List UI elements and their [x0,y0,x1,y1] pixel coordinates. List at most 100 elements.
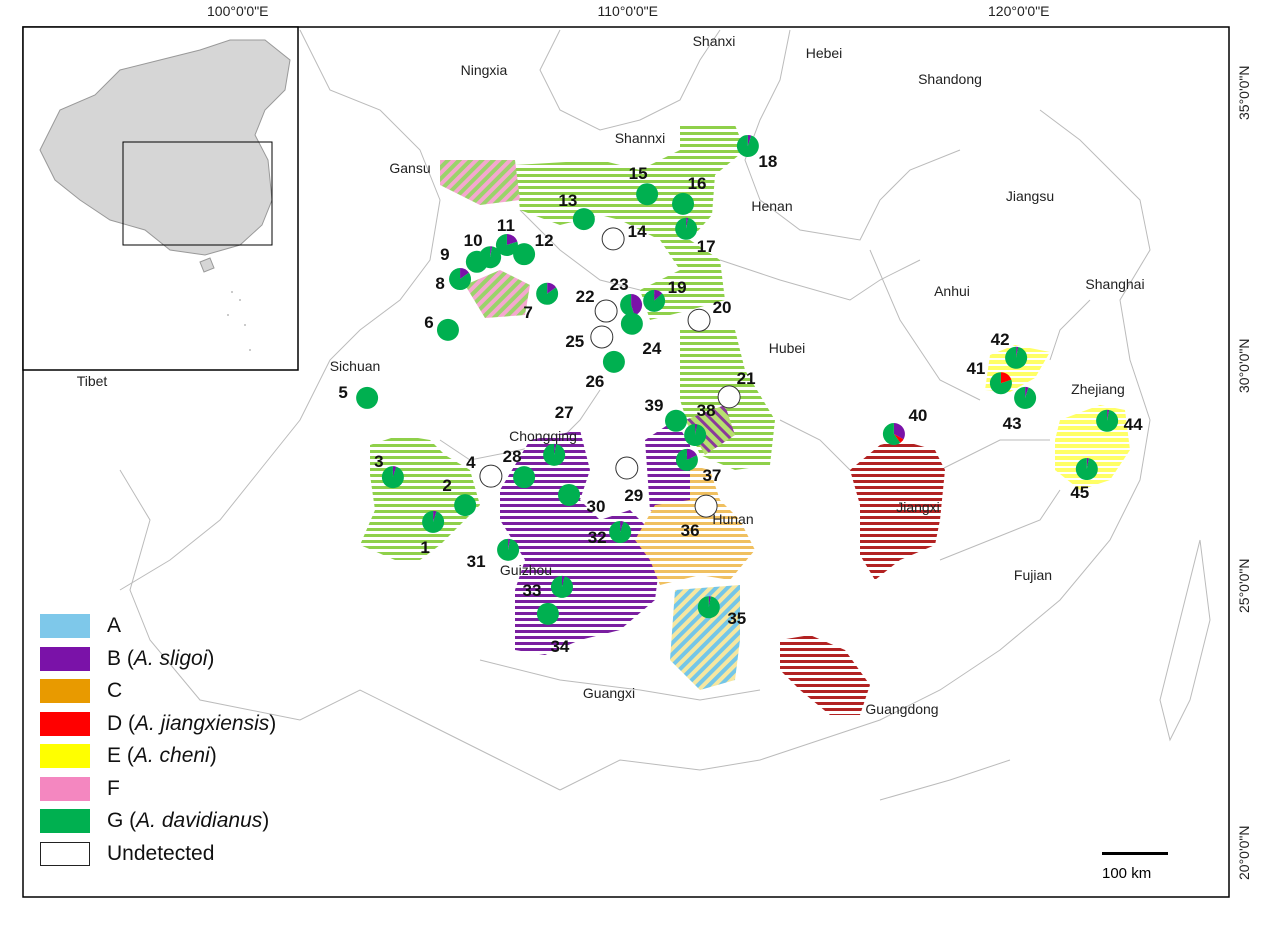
pie-slice-G [620,293,635,316]
site-number-label: 42 [991,330,1010,349]
lat-tick-label: 30°0'0"N [1236,338,1252,394]
pie-slice-G [558,483,581,506]
pie-slice-G [882,422,901,445]
site-22[interactable]: 22 [576,287,618,323]
region-b-guizhou [500,430,660,655]
site-20[interactable]: 20 [687,298,732,332]
legend-swatch [40,841,90,866]
pie-slice-B [747,134,752,146]
pie-slice-G [479,246,502,269]
lat-tick-label: 20°0'0"N [1236,825,1252,881]
region-c-hunan [635,465,755,585]
site-number-label: 43 [1003,414,1022,433]
pie-slice-G [536,282,559,305]
legend-item-G: G (A. davidianus) [40,805,276,838]
pie-slice-G [989,372,1012,395]
province-label: Anhui [934,283,970,299]
site-1[interactable]: 1 [420,510,445,557]
inset-map [22,26,299,371]
pie-slice-G [1005,346,1028,369]
site-number-label: 20 [713,298,732,317]
site-21[interactable]: 21 [717,369,756,409]
site-14[interactable]: 14 [601,222,647,251]
pie-slice-G [1096,409,1119,432]
site-number-label: 22 [576,287,595,306]
site-12[interactable]: 12 [513,231,554,266]
site-24[interactable]: 24 [620,312,662,358]
site-10[interactable]: 10 [464,231,502,269]
site-4[interactable]: 4 [466,453,503,488]
site-44[interactable]: 44 [1096,409,1143,434]
legend-swatch [40,646,90,671]
site-36[interactable]: 36 [681,494,718,540]
site-16[interactable]: 16 [672,174,706,215]
site-31[interactable]: 31 [467,538,520,571]
site-2[interactable]: 2 [442,476,477,517]
site-30[interactable]: 30 [558,483,606,516]
site-17[interactable]: 17 [675,217,716,256]
pie-slice-B [654,289,663,301]
legend-item-D: D (A. jiangxiensis) [40,708,276,741]
site-number-label: 17 [697,237,716,256]
pie-slice-B [708,596,711,608]
site-38[interactable]: 38 [684,401,716,447]
site-28[interactable]: 28 [503,447,536,489]
site-3[interactable]: 3 [374,452,404,489]
pie-slice-B [686,217,689,229]
site-26[interactable]: 26 [585,350,625,391]
region-b-hunan [645,420,695,520]
site-7[interactable]: 7 [523,282,559,322]
site-34[interactable]: 34 [536,602,570,656]
site-number-label: 37 [702,466,721,485]
pie-slice-B [561,575,565,587]
site-8[interactable]: 8 [435,268,472,293]
scale-bar-line [1102,852,1168,855]
site-number-label: 14 [628,222,647,241]
site-number-label: 4 [466,453,476,472]
pie-slice-D [1000,372,1012,384]
pie-slice-B [1086,458,1089,470]
site-45[interactable]: 45 [1070,458,1098,502]
site-11[interactable]: 11 [495,216,518,257]
site-number-label: 15 [629,164,648,183]
site-number-label: 13 [558,191,577,210]
site-number-label: 7 [523,303,532,322]
site-15[interactable]: 15 [629,164,659,206]
pie-slice-G [665,409,688,432]
site-35[interactable]: 35 [697,596,746,628]
region-f-sichuan [465,270,530,318]
undetected-marker [687,308,711,332]
province-label: Shannxi [615,130,666,146]
site-19[interactable]: 19 [643,278,687,312]
site-43[interactable]: 43 [1003,386,1037,433]
pie-slice-G [513,243,536,266]
pie-slice-G [636,183,659,206]
site-5[interactable]: 5 [338,383,379,409]
site-number-label: 6 [424,313,433,332]
legend-item-C: C [40,675,276,708]
site-number-label: 2 [442,476,451,495]
pie-slice-G [1014,386,1037,409]
pie-slice-B [1107,409,1110,421]
site-40[interactable]: 40 [882,406,927,445]
site-27[interactable]: 27 [543,403,574,466]
legend-item-F: F [40,773,276,806]
site-39[interactable]: 39 [645,396,688,432]
site-33[interactable]: 33 [523,575,573,600]
site-32[interactable]: 32 [588,521,632,547]
site-number-label: 30 [587,497,606,516]
site-6[interactable]: 6 [424,313,459,341]
lon-tick-label: 100°0'0"E [207,3,269,19]
site-37[interactable]: 37 [675,448,721,485]
site-25[interactable]: 25 [565,325,614,351]
site-18[interactable]: 18 [736,134,777,171]
pie-slice-B [620,521,624,533]
scale-bar: 100 km [1102,852,1168,882]
site-13[interactable]: 13 [558,191,595,231]
pie-slice-D [893,433,904,443]
site-number-label: 45 [1070,483,1089,502]
site-29[interactable]: 29 [615,456,643,505]
site-23[interactable]: 23 [610,275,643,316]
site-41[interactable]: 41 [966,359,1012,395]
site-42[interactable]: 42 [991,330,1028,369]
